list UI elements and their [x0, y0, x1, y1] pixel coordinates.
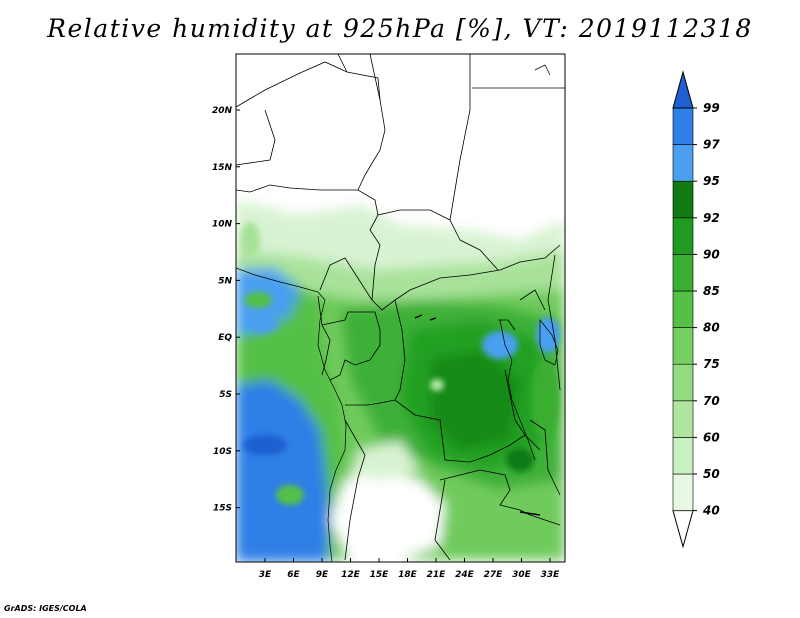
colorbar-segment: [672, 473, 694, 511]
colorbar-label: 70: [703, 394, 720, 408]
colorbar-label: 92: [703, 211, 720, 225]
colorbar-segment: [672, 437, 694, 475]
colorbar-label: 97: [703, 138, 720, 152]
colorbar-segment: [672, 363, 694, 402]
country-borders: [236, 54, 565, 561]
colorbar-label: 40: [702, 504, 720, 518]
colorbar-segment: [672, 217, 694, 255]
colorbar-segment: [672, 327, 694, 365]
colorbar-segment: [672, 144, 694, 182]
map-frame: [235, 53, 566, 563]
lon-tick-label: 33E: [541, 570, 561, 580]
grads-credit: GrADS: IGES/COLA: [4, 604, 87, 613]
colorbar-label: 99: [703, 101, 720, 115]
colorbar-segment: [672, 400, 694, 438]
lat-tick-label: 20N: [212, 106, 233, 116]
lon-tick-label: 21E: [427, 570, 447, 580]
lon-tick-label: 6E: [287, 570, 300, 580]
lon-tick-label: 15E: [370, 570, 390, 580]
colorbar-label: 75: [703, 357, 720, 371]
colorbar-label: 80: [703, 321, 720, 335]
colorbar-label: 60: [703, 430, 720, 444]
map-title: Relative humidity at 925hPa [%], VT: 201…: [47, 14, 753, 43]
longitude-axis: 3E 6E 9E 12E 15E 18E 21E 24E 27E 30E 33E: [259, 558, 560, 580]
coastline: [236, 64, 559, 562]
lat-tick-label: 10S: [213, 447, 232, 457]
lat-tick-label: EQ: [218, 333, 232, 343]
colorbar: 40 50 60 70 75 80 85 90 92 95 97 99: [672, 70, 720, 549]
lon-tick-label: 12E: [341, 570, 361, 580]
lat-tick-label: 10N: [212, 220, 233, 230]
colorbar-segment: [672, 290, 694, 328]
colorbar-segment: [672, 107, 694, 145]
lon-tick-label: 30E: [512, 570, 532, 580]
colorbar-label: 85: [703, 284, 720, 298]
lat-tick-label: 15S: [213, 504, 232, 514]
colorbar-segment: [672, 254, 694, 292]
lon-tick-label: 27E: [484, 570, 504, 580]
colorbar-label: 95: [703, 174, 720, 188]
colorbar-segment: [672, 180, 694, 219]
colorbar-min-arrow: [672, 510, 694, 549]
colorbar-label: 90: [703, 247, 720, 261]
latitude-axis: 20N 15N 10N 5N EQ 5S 10S 15S: [212, 106, 240, 514]
lon-tick-label: 3E: [259, 570, 272, 580]
lon-tick-label: 24E: [455, 570, 475, 580]
lon-tick-label: 9E: [316, 570, 329, 580]
lat-tick-label: 5N: [218, 276, 232, 286]
lon-tick-label: 18E: [398, 570, 418, 580]
humidity-shading: [236, 54, 565, 562]
lat-tick-label: 15N: [212, 163, 233, 173]
colorbar-label: 50: [703, 467, 720, 481]
colorbar-max-arrow: [672, 70, 694, 109]
lat-tick-label: 5S: [219, 390, 232, 400]
